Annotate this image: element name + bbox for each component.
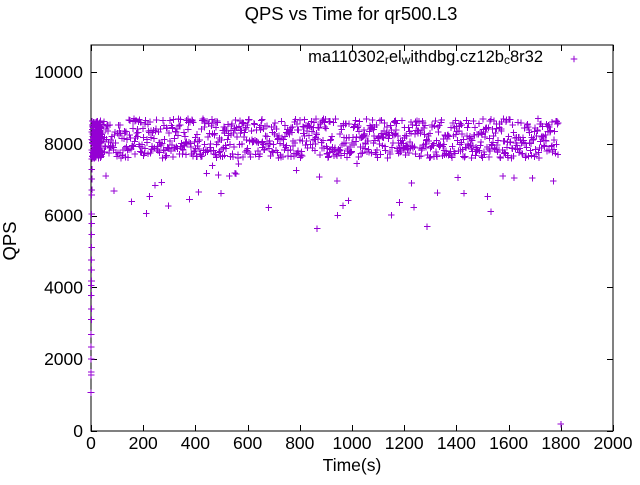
svg-text:0: 0: [73, 421, 83, 441]
svg-text:2000: 2000: [594, 433, 633, 453]
svg-text:400: 400: [181, 433, 210, 453]
svg-text:800: 800: [285, 433, 314, 453]
svg-text:10000: 10000: [34, 62, 83, 82]
svg-text:2000: 2000: [44, 349, 83, 369]
svg-text:ma110302relwithdbg.cz12bc8r32: ma110302relwithdbg.cz12bc8r32: [308, 48, 543, 67]
svg-text:600: 600: [233, 433, 262, 453]
svg-text:1400: 1400: [437, 433, 476, 453]
svg-text:QPS: QPS: [0, 221, 20, 260]
svg-text:1000: 1000: [333, 433, 372, 453]
svg-text:1600: 1600: [489, 433, 528, 453]
svg-text:200: 200: [129, 433, 158, 453]
svg-text:1200: 1200: [385, 433, 424, 453]
svg-text:4000: 4000: [44, 277, 83, 297]
svg-text:8000: 8000: [44, 134, 83, 154]
svg-text:6000: 6000: [44, 206, 83, 226]
svg-text:0: 0: [86, 433, 96, 453]
svg-text:1800: 1800: [541, 433, 580, 453]
svg-text:Time(s): Time(s): [323, 455, 382, 475]
svg-text:QPS vs Time for qr500.L3: QPS vs Time for qr500.L3: [245, 3, 458, 24]
